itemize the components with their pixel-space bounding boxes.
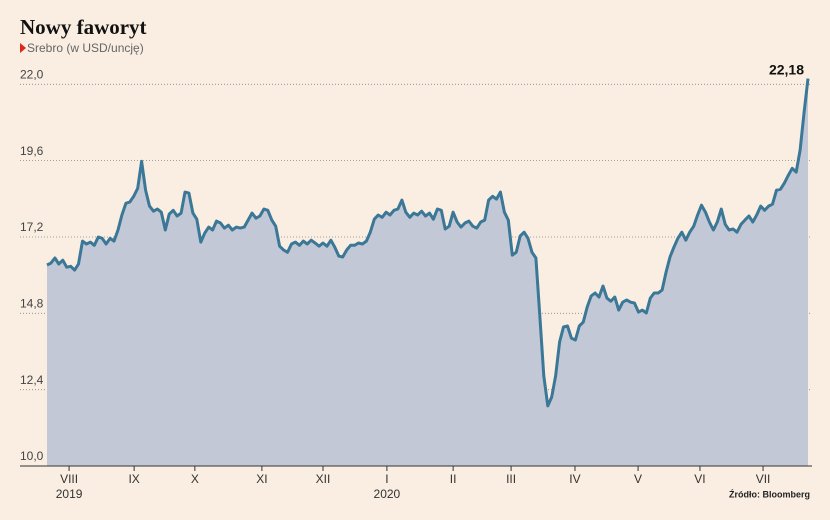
x-tick-label: VII <box>756 472 771 486</box>
x-tick-label: III <box>506 472 516 486</box>
y-tick-label: 14,8 <box>20 296 44 310</box>
chart-title: Nowy faworyt <box>20 15 147 39</box>
y-tick-label: 12,4 <box>20 373 44 387</box>
x-tick-label: IV <box>569 472 580 486</box>
year-label: 2019 <box>56 487 83 501</box>
y-tick-label: 22,0 <box>20 67 44 81</box>
x-tick-label: XII <box>316 472 331 486</box>
x-tick-label: II <box>450 472 457 486</box>
source: Źródło: Bloomberg <box>729 489 810 499</box>
x-tick-label: V <box>634 472 642 486</box>
x-tick-label: VI <box>694 472 705 486</box>
area <box>47 78 808 466</box>
value-label: 22,18 <box>769 61 804 77</box>
subtitle-marker <box>20 43 26 53</box>
year-label: 2020 <box>374 487 401 501</box>
line <box>46 78 810 408</box>
y-tick-label: 17,2 <box>20 220 44 234</box>
x-tick-label: IX <box>128 472 139 486</box>
x-tick-label: XI <box>256 472 267 486</box>
y-tick-label: 19,6 <box>20 144 44 158</box>
subtitle: Srebro (w USD/uncję) <box>27 41 144 55</box>
y-tick-label: 10,0 <box>20 449 44 463</box>
x-tick-label: X <box>191 472 199 486</box>
x-tick-label: I <box>385 472 388 486</box>
x-tick-label: VIII <box>60 472 78 486</box>
